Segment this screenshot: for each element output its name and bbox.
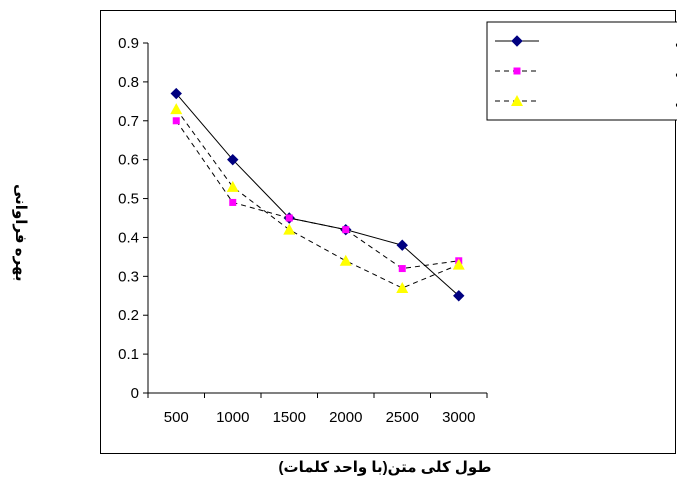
data-point-s2 [172, 117, 180, 125]
data-point-s2 [229, 198, 237, 206]
y-tick-label: 0.2 [118, 307, 139, 324]
y-tick-label: 0.9 [118, 35, 139, 52]
data-point-s2 [398, 265, 406, 273]
y-tick-label: 0 [131, 385, 139, 402]
data-point-s1 [453, 290, 465, 302]
legend-label: متنبّی [675, 63, 677, 79]
data-point-s1 [170, 87, 182, 100]
chart-frame [100, 10, 676, 454]
x-tick-label: 500 [164, 409, 189, 426]
y-tick-label: 0.7 [118, 113, 139, 130]
data-point-s1 [396, 239, 408, 251]
x-tick-label: 3000 [442, 409, 475, 426]
y-tick-label: 0.6 [118, 152, 139, 169]
series-line-1 [175, 93, 460, 297]
data-point-s2 [342, 226, 350, 234]
data-point-s3 [283, 223, 296, 235]
legend-label: بن هانی، اندلسی [675, 33, 677, 50]
y-axis-label: بهره فراوانی [12, 184, 29, 282]
legend-label: احمد شوقی [675, 93, 677, 110]
x-tick-label: 2500 [386, 409, 419, 426]
legend-marker [513, 67, 521, 75]
data-point-s3 [170, 103, 183, 115]
x-tick-label: 2000 [329, 409, 362, 426]
data-point-s3 [396, 282, 409, 293]
data-point-s1 [227, 153, 239, 166]
x-tick-label: 1500 [273, 409, 306, 426]
data-point-s2 [285, 214, 293, 222]
x-axis-label: طول کلی متن(با واحد کلمات) [278, 459, 492, 476]
legend-marker [511, 35, 523, 47]
y-tick-label: 0.1 [118, 346, 139, 363]
data-point-s3 [452, 258, 465, 270]
legend-marker [511, 95, 523, 106]
y-tick-label: 0.3 [118, 268, 139, 285]
series-line-3 [175, 108, 459, 289]
y-tick-label: 0.8 [118, 74, 139, 91]
x-tick-label: 1000 [216, 409, 249, 426]
y-tick-label: 0.5 [118, 191, 139, 208]
data-point-s3 [339, 254, 352, 266]
data-point-s3 [226, 180, 239, 192]
y-tick-label: 0.4 [118, 229, 139, 246]
series-line-2 [175, 120, 459, 270]
